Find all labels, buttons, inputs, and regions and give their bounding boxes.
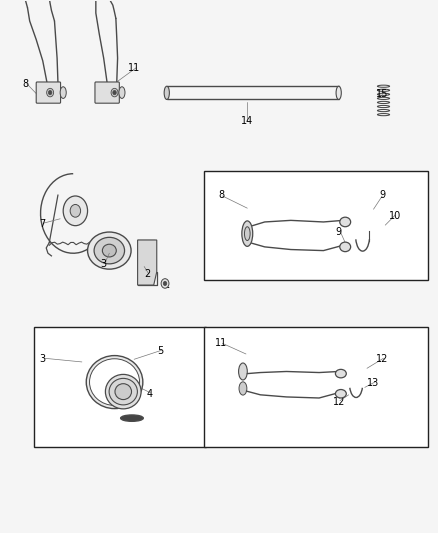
Ellipse shape [102,244,116,257]
Text: 3: 3 [101,259,107,269]
Text: 11: 11 [215,338,227,349]
Text: 14: 14 [241,116,254,126]
Text: 12: 12 [376,354,389,364]
Ellipse shape [336,390,346,398]
Ellipse shape [115,384,131,400]
Bar [34,327,206,447]
Polygon shape [138,240,157,285]
Ellipse shape [106,374,141,409]
Ellipse shape [120,415,143,421]
Text: 6: 6 [113,365,120,375]
Text: 4: 4 [146,389,152,399]
Text: 15: 15 [376,89,389,99]
Ellipse shape [239,382,247,395]
Circle shape [47,88,53,97]
Circle shape [163,281,167,286]
Ellipse shape [89,359,140,406]
Circle shape [70,205,81,217]
Text: 7: 7 [39,219,46,229]
Text: 11: 11 [128,63,140,72]
Text: 1: 1 [164,280,170,290]
FancyBboxPatch shape [95,82,119,103]
Text: 13: 13 [367,378,380,388]
Text: 10: 10 [389,211,401,221]
Ellipse shape [60,87,66,99]
Text: 9: 9 [336,227,342,237]
Ellipse shape [239,363,247,380]
FancyBboxPatch shape [36,82,60,103]
Text: 3: 3 [40,354,46,364]
Ellipse shape [340,217,351,227]
Text: 9: 9 [379,190,385,200]
Circle shape [161,279,169,288]
Ellipse shape [336,86,341,100]
Text: 12: 12 [332,397,345,407]
Ellipse shape [86,356,143,409]
Ellipse shape [109,378,138,405]
Circle shape [63,196,88,225]
Ellipse shape [94,237,124,264]
Ellipse shape [242,221,253,246]
Ellipse shape [119,87,125,99]
Bar [204,171,428,280]
Bar [204,327,428,447]
Text: 5: 5 [157,346,163,357]
Ellipse shape [88,232,131,269]
Circle shape [113,91,116,95]
Text: 8: 8 [218,190,224,200]
Text: 2: 2 [144,270,150,279]
Ellipse shape [336,369,346,378]
Ellipse shape [244,227,250,240]
Ellipse shape [164,86,170,100]
Ellipse shape [340,242,351,252]
Text: 8: 8 [22,78,28,88]
Circle shape [111,88,118,97]
Circle shape [48,91,52,95]
